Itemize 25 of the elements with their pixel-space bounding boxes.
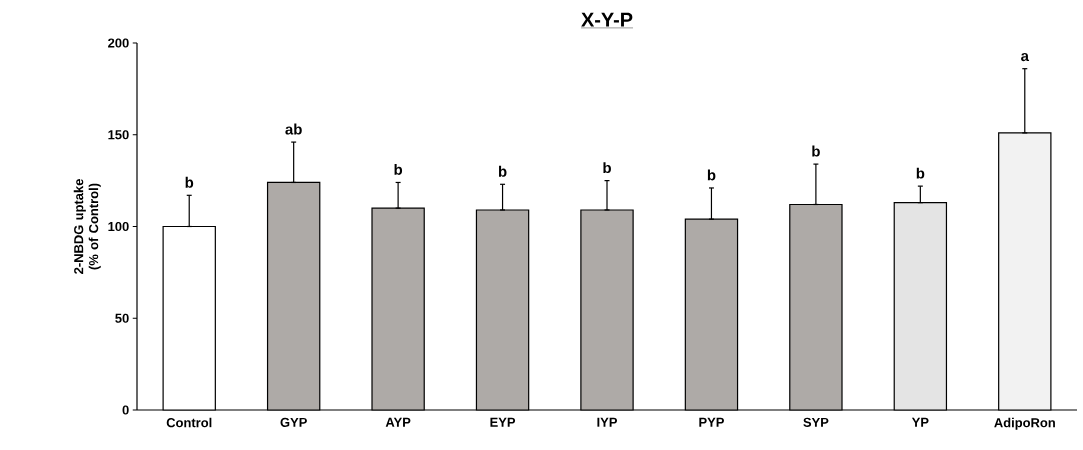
x-tick-label: EYP: [490, 417, 516, 427]
annotation: b: [812, 145, 820, 157]
x-tick-label: AYP: [385, 417, 411, 427]
annotation: b: [394, 163, 403, 175]
annotation: a: [1021, 52, 1030, 62]
y-tick-label: 0: [122, 405, 129, 415]
annotation: b: [185, 176, 194, 188]
x-tick-label: AdipoRon: [994, 417, 1055, 430]
x-tick-label: PYP: [699, 417, 724, 427]
y-tick-label: 100: [108, 221, 129, 232]
x-tick-label: GYP: [280, 417, 307, 427]
x-tick-label: IYP: [597, 417, 618, 427]
annotation: b: [707, 169, 716, 181]
annotation: b: [498, 165, 507, 177]
annotation: b: [916, 167, 925, 179]
y-tick-label: 200: [108, 38, 129, 48]
x-tick-label: Control: [166, 417, 212, 428]
x-tick-label: SYP: [803, 417, 829, 427]
annotation: ab: [285, 123, 302, 135]
y-tick-label: 50: [115, 313, 129, 323]
chart-title: X-Y-P: [581, 12, 633, 27]
annotation: b: [603, 162, 611, 174]
y-axis-title: 2-NBDG uptake (% of Control): [73, 179, 101, 274]
x-tick-label: YP: [911, 417, 929, 427]
y-tick-label: 150: [108, 130, 129, 140]
